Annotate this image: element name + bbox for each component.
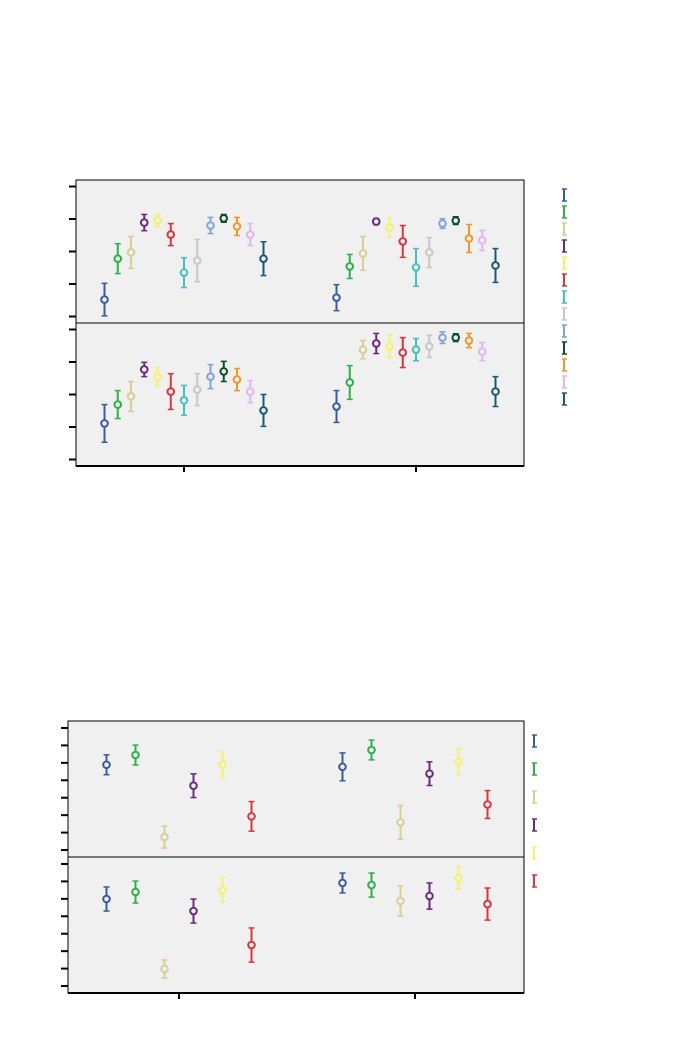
point (166, 230, 176, 239)
point (438, 219, 447, 228)
point (425, 769, 434, 778)
point (166, 387, 176, 396)
point (464, 234, 474, 243)
point (247, 812, 256, 821)
plot-area (75, 322, 525, 467)
point (477, 236, 487, 245)
point (113, 400, 123, 409)
point (259, 406, 268, 415)
point (219, 367, 229, 376)
point (425, 891, 434, 901)
point (245, 387, 255, 396)
point (358, 249, 368, 258)
point (232, 222, 242, 231)
point (367, 745, 376, 755)
point (192, 256, 202, 265)
plot-area (67, 856, 525, 994)
point (483, 800, 492, 809)
point (424, 248, 434, 257)
point (189, 781, 198, 790)
point (131, 750, 140, 760)
point (438, 333, 447, 342)
point (218, 760, 227, 770)
point (345, 262, 355, 271)
point (371, 217, 381, 226)
point (131, 887, 140, 897)
plot-area (67, 720, 525, 858)
point (259, 254, 268, 263)
point (464, 336, 474, 345)
point (179, 396, 189, 405)
point (477, 347, 487, 356)
point (338, 878, 347, 888)
point (153, 372, 162, 381)
point (332, 402, 341, 411)
point (160, 964, 169, 974)
point (424, 342, 434, 351)
point (396, 818, 405, 827)
point (189, 906, 198, 916)
point (139, 365, 149, 374)
point (398, 348, 408, 357)
point (100, 419, 109, 428)
point (206, 372, 215, 381)
point (451, 216, 461, 225)
point (139, 218, 149, 227)
point (102, 760, 111, 770)
point (218, 885, 227, 895)
point (338, 762, 347, 772)
point (396, 896, 405, 906)
point (454, 873, 463, 883)
point (411, 345, 421, 354)
point (100, 295, 109, 304)
point (367, 880, 376, 890)
point (219, 214, 229, 223)
point (398, 237, 408, 246)
point (358, 345, 368, 354)
point (332, 293, 341, 302)
point (160, 832, 169, 842)
point (192, 385, 202, 394)
point (491, 261, 500, 270)
point (179, 268, 189, 277)
point (102, 894, 111, 904)
point (153, 216, 162, 225)
point (113, 254, 123, 263)
point (491, 387, 500, 396)
point (232, 375, 242, 384)
point (345, 378, 355, 387)
plot-area (75, 179, 525, 324)
point (411, 263, 421, 272)
point (126, 248, 136, 257)
point (371, 339, 381, 348)
point (483, 899, 492, 909)
point (245, 230, 255, 239)
point (451, 333, 461, 342)
point (385, 223, 394, 232)
point (247, 940, 256, 950)
point (126, 392, 136, 401)
point (385, 342, 394, 351)
point (206, 221, 215, 230)
point (454, 757, 463, 767)
